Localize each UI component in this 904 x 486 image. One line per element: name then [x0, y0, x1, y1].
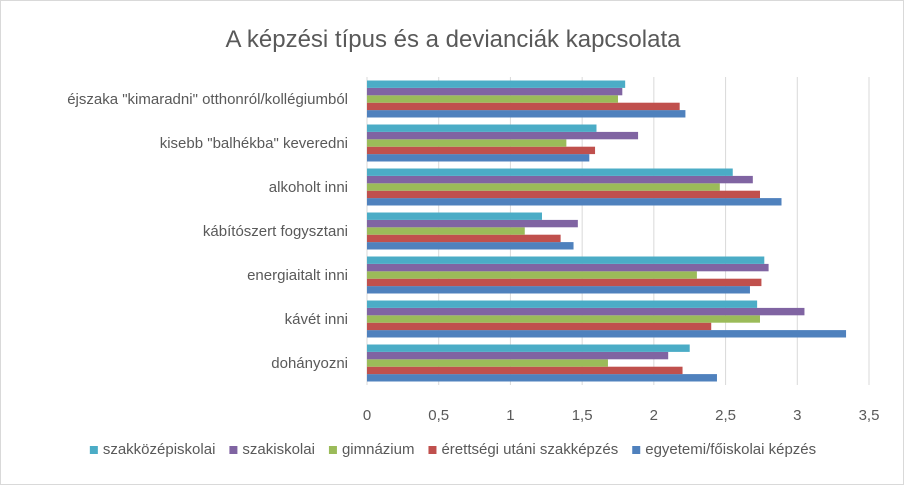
legend-item: érettségi utáni szakképzés [428, 441, 618, 458]
legend-swatch [89, 446, 98, 454]
bar-3-2 [367, 315, 760, 323]
bar-2-4 [367, 234, 561, 243]
x-tick-label: 0,5 [428, 407, 449, 424]
bar-2-3 [367, 278, 762, 287]
legend-swatch [328, 446, 337, 454]
x-tick-label: 3 [793, 407, 801, 424]
bar-4-7 [367, 87, 623, 96]
category-label: kávét inni [285, 311, 348, 328]
bar-4-5 [367, 175, 753, 184]
chart-title: A képzési típus és a devianciák kapcsola… [226, 26, 682, 53]
legend-item: szakközépiskolai [89, 441, 216, 458]
category-label: kábítószert fogysztani [203, 223, 348, 240]
legend-swatch [229, 446, 238, 454]
x-tick-labels: 0 0,5 1 1,5 2 2,5 3 3,5 [363, 407, 880, 424]
x-tick-label: 1 [506, 407, 514, 424]
bars [367, 80, 847, 382]
legend-label: szakközépiskolai [103, 441, 216, 458]
bar-4-3 [367, 263, 769, 272]
bar-1-3 [367, 286, 750, 294]
bar-4-2 [367, 307, 805, 316]
bar-5-5 [367, 168, 733, 176]
bar-3-3 [367, 271, 697, 279]
bar-3-5 [367, 183, 720, 191]
legend-item: gimnázium [328, 441, 415, 458]
bar-1-4 [367, 242, 574, 250]
x-tick-label: 2,5 [715, 407, 736, 424]
legend-item: szakiskolai [229, 441, 315, 458]
bar-2-6 [367, 146, 596, 155]
bar-3-1 [367, 359, 608, 367]
category-label: alkoholt inni [269, 179, 348, 196]
legend-label: egyetemi/főiskolai képzés [645, 441, 816, 458]
category-labels: dohányozni kávét inni energiaitalt inni káb… [67, 91, 348, 372]
legend-swatch [632, 446, 641, 454]
bar-1-5 [367, 198, 782, 206]
bar-4-4 [367, 219, 578, 228]
legend-item: egyetemi/főiskolai képzés [632, 441, 816, 458]
bar-5-3 [367, 256, 765, 264]
legend-swatch [428, 446, 437, 454]
bar-5-1 [367, 344, 690, 352]
bar-3-4 [367, 227, 525, 235]
legend-label: szakiskolai [242, 441, 315, 458]
category-label: energiaitalt inni [247, 267, 348, 284]
x-tick-label: 1,5 [572, 407, 593, 424]
bar-5-6 [367, 124, 597, 132]
bar-1-7 [367, 110, 686, 118]
x-tick-label: 2 [650, 407, 658, 424]
bar-4-1 [367, 351, 669, 360]
category-label: kisebb "balhékba" keveredni [160, 135, 348, 152]
bar-2-1 [367, 366, 683, 375]
bar-5-7 [367, 80, 626, 88]
bar-3-7 [367, 95, 618, 103]
bar-2-2 [367, 322, 712, 331]
bar-5-2 [367, 300, 758, 308]
legend-label: gimnázium [342, 441, 415, 458]
bar-3-6 [367, 139, 567, 147]
bar-1-6 [367, 154, 590, 162]
bar-2-5 [367, 190, 760, 199]
bar-1-2 [367, 330, 847, 338]
category-label: dohányozni [271, 355, 348, 372]
bar-5-4 [367, 212, 542, 220]
legend: szakközépiskolai szakiskolai gimnázium éret… [89, 441, 816, 458]
x-tick-label: 3,5 [859, 407, 880, 424]
bar-4-6 [367, 131, 639, 140]
bar-1-1 [367, 374, 717, 382]
x-tick-label: 0 [363, 407, 371, 424]
bar-2-7 [367, 102, 680, 111]
category-label: éjszaka "kimaradni" otthonról/kollégiumb… [67, 91, 348, 108]
legend-label: érettségi utáni szakképzés [441, 441, 618, 458]
